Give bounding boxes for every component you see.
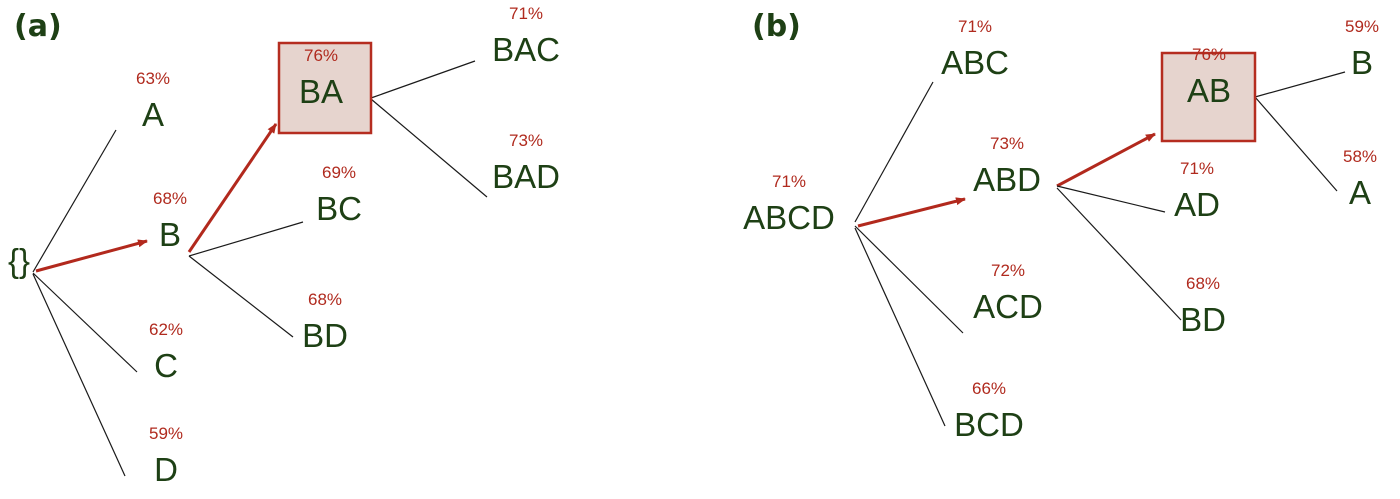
panel-titles-layer: (a) (b) bbox=[14, 9, 801, 44]
tree-edge-a-root-c bbox=[32, 272, 138, 373]
node-score-a-bad: 73% bbox=[509, 131, 543, 150]
node-label-a-bd: BD bbox=[302, 317, 348, 354]
node-label-a-bc: BC bbox=[316, 190, 362, 227]
node-label-b-abd: ABD bbox=[973, 161, 1041, 198]
node-score-a-bd: 68% bbox=[308, 290, 342, 309]
node-label-a-ba: BA bbox=[299, 73, 343, 110]
node-label-b-abcd: ABCD bbox=[743, 199, 835, 236]
node-score-a-a: 63% bbox=[136, 69, 170, 88]
node-label-a-d: D bbox=[154, 451, 178, 488]
node-label-b-bcd: BCD bbox=[954, 406, 1024, 443]
node-score-a-bac: 71% bbox=[509, 4, 543, 23]
node-label-b-ab: AB bbox=[1187, 72, 1231, 109]
highlight-arrow-b-abd-ab bbox=[1056, 132, 1156, 188]
tree-edge-b-abd-bd2 bbox=[1056, 187, 1182, 321]
node-label-b-bb: B bbox=[1351, 44, 1373, 81]
node-label-a-root: {} bbox=[8, 242, 30, 279]
tree-edge-a-ba-bac bbox=[370, 60, 476, 99]
panel-title-a: (a) bbox=[14, 9, 62, 44]
selection-boxes-layer bbox=[277, 41, 1257, 143]
node-label-b-acd: ACD bbox=[973, 288, 1043, 325]
tree-edge-a-b-bc bbox=[188, 221, 304, 257]
selected-node-box-b bbox=[1160, 51, 1257, 143]
panel-title-b: (b) bbox=[752, 9, 801, 44]
node-score-a-b: 68% bbox=[153, 189, 187, 208]
node-label-a-c: C bbox=[154, 347, 178, 384]
tree-edge-a-b-bd bbox=[188, 255, 294, 338]
tree-edge-a-ba-bad bbox=[370, 98, 488, 198]
selected-node-box-a bbox=[277, 41, 373, 135]
node-label-a-bac: BAC bbox=[492, 31, 560, 68]
node-label-b-ab: A bbox=[1349, 174, 1371, 211]
node-label-b-abc: ABC bbox=[941, 44, 1009, 81]
node-score-a-bc: 69% bbox=[322, 163, 356, 182]
node-score-b-ab: 58% bbox=[1343, 147, 1377, 166]
node-score-b-abd: 73% bbox=[990, 134, 1024, 153]
node-label-b-bd2: BD bbox=[1180, 301, 1226, 338]
tree-edge-a-root-a bbox=[32, 129, 117, 273]
node-score-b-bb: 59% bbox=[1345, 17, 1379, 36]
node-label-b-ad: AD bbox=[1174, 186, 1220, 223]
node-score-b-bd2: 68% bbox=[1186, 274, 1220, 293]
node-score-b-ad: 71% bbox=[1180, 159, 1214, 178]
node-score-b-abc: 71% bbox=[958, 17, 992, 36]
node-label-a-bad: BAD bbox=[492, 158, 560, 195]
highlight-arrow-a-root-b bbox=[35, 239, 148, 273]
node-score-b-abcd: 71% bbox=[772, 172, 806, 191]
node-score-a-c: 62% bbox=[149, 320, 183, 339]
highlight-arrow-a-b-ba bbox=[187, 123, 278, 253]
edges-layer bbox=[32, 60, 1346, 477]
labels-layer: {}A63%B68%C62%D59%BA76%BC69%BD68%BAC71%B… bbox=[8, 4, 1379, 488]
node-score-b-bcd: 66% bbox=[972, 379, 1006, 398]
highlight-arrow-b-abcd-abd bbox=[857, 197, 966, 228]
tree-edge-b-abcd-abc bbox=[854, 81, 934, 223]
tree-edge-b-abcd-acd bbox=[854, 225, 964, 334]
node-score-a-ba: 76% bbox=[304, 46, 338, 65]
tree-edge-b-ab-ab bbox=[1254, 96, 1338, 192]
node-score-b-ab: 76% bbox=[1192, 45, 1226, 64]
tree-edge-a-root-d bbox=[32, 273, 126, 477]
node-score-b-acd: 72% bbox=[991, 261, 1025, 280]
node-score-a-d: 59% bbox=[149, 424, 183, 443]
node-label-a-b: B bbox=[159, 216, 181, 253]
tree-edge-b-abd-ad bbox=[1056, 185, 1166, 213]
tree-edge-b-abcd-bcd bbox=[854, 227, 946, 427]
node-label-a-a: A bbox=[142, 96, 164, 133]
tree-edge-b-ab-bb bbox=[1254, 71, 1346, 98]
